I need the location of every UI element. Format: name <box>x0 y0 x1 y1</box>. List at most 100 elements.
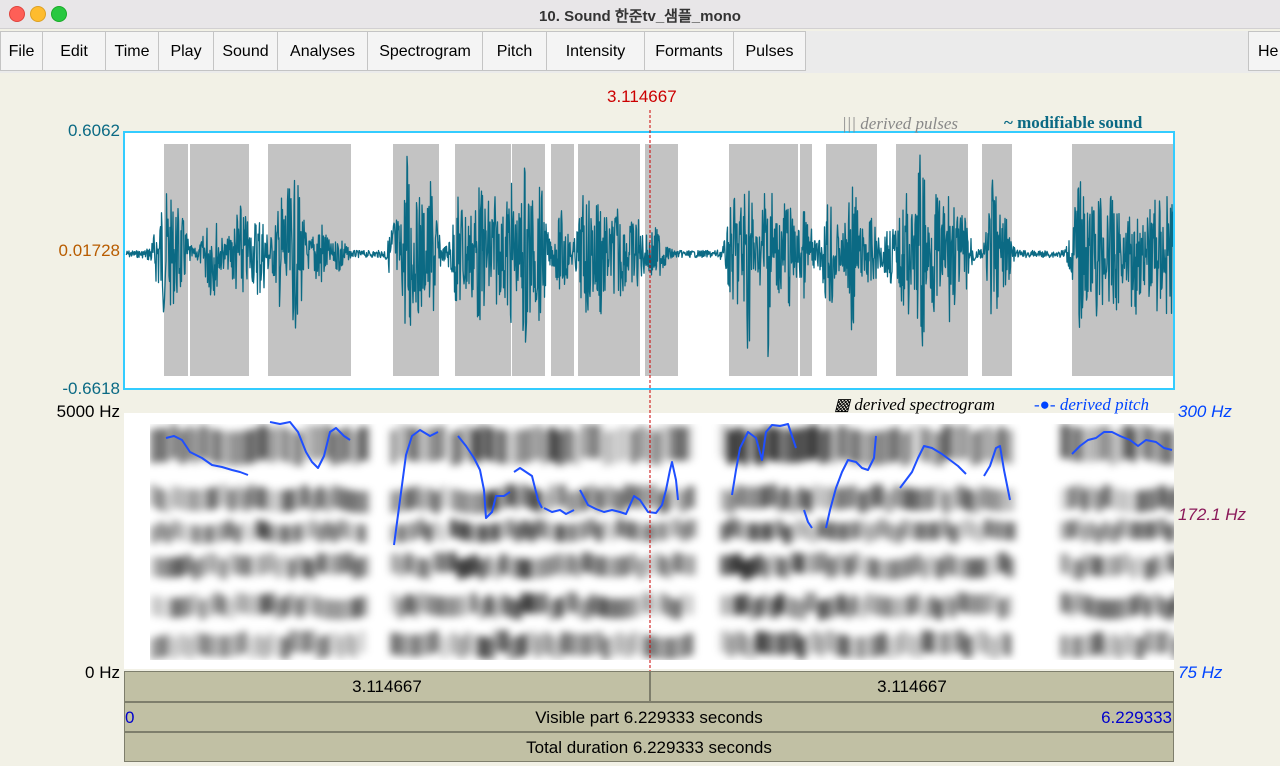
spectrogram-cell <box>150 484 157 507</box>
spectrogram-cell <box>630 429 638 464</box>
spectrogram-cell <box>734 427 745 462</box>
spectrogram-cell <box>432 520 440 539</box>
spectrogram-cell <box>227 634 236 657</box>
spectrogram-cell <box>984 593 993 614</box>
spectrogram-cell <box>769 598 780 619</box>
close-window-button[interactable] <box>9 6 25 22</box>
menu-time[interactable]: Time <box>106 31 159 71</box>
spectrogram-cell <box>818 486 825 509</box>
menu-file[interactable]: File <box>0 31 43 71</box>
spectrogram-cell <box>776 489 787 512</box>
menu-help[interactable]: He <box>1248 31 1280 71</box>
spectrogram-cell <box>1165 599 1174 620</box>
spectrogram-cell <box>727 518 737 537</box>
menu-play[interactable]: Play <box>159 31 214 71</box>
spectrogram-cell <box>432 595 442 616</box>
menu-pulses[interactable]: Pulses <box>734 31 806 71</box>
spectrogram-cell <box>879 487 886 510</box>
spectrogram-cell <box>1067 596 1076 617</box>
spectrogram-cell <box>150 556 161 577</box>
spectrogram-cell <box>555 637 564 660</box>
spectrogram-cell <box>560 595 567 616</box>
spectrogram-cell <box>872 431 881 466</box>
spectrogram-cell <box>450 632 458 655</box>
spectrogram-cell <box>260 424 269 459</box>
menu-edit[interactable]: Edit <box>43 31 106 71</box>
spectrogram-cell <box>178 597 187 618</box>
spectrogram-cell <box>811 553 821 574</box>
spectrogram-cell <box>1060 521 1068 540</box>
zoom-window-button[interactable] <box>51 6 67 22</box>
spectrogram-cell <box>351 430 361 465</box>
spectrogram-cell <box>281 596 289 617</box>
spectrogram-min-freq-label: 0 Hz <box>85 663 120 682</box>
pitch-contour <box>165 421 1173 546</box>
spectrogram-cell <box>541 491 552 514</box>
spectrogram-cell <box>1081 594 1091 615</box>
total-duration-bar[interactable]: Total duration 6.229333 seconds <box>124 732 1174 762</box>
spectrogram-cell <box>1137 592 1146 613</box>
spectrogram-cell <box>588 484 598 507</box>
spectrogram-cell <box>837 594 847 615</box>
visible-part-bar[interactable]: Visible part 6.229333 seconds <box>124 702 1174 732</box>
pitch-segment <box>825 435 877 529</box>
spectrogram-cell <box>991 637 1000 660</box>
spectrogram-cell <box>651 596 658 617</box>
spectrogram-cell <box>886 559 897 580</box>
time-segment-right[interactable]: 3.114667 <box>650 671 1174 702</box>
spectrogram-cell <box>977 557 986 578</box>
spectrogram-cell <box>464 557 472 578</box>
spectrogram-cell <box>234 592 245 613</box>
spectrogram-cell <box>858 598 868 619</box>
spectrogram-cell <box>185 636 196 659</box>
spectrogram-cell <box>818 429 829 464</box>
menu-pitch[interactable]: Pitch <box>483 31 547 71</box>
spectrogram-cell <box>1151 631 1159 654</box>
spectrogram-cell <box>323 490 333 513</box>
spectrogram-cell <box>762 632 773 655</box>
spectrogram-cell <box>797 636 805 659</box>
spectrogram-cell <box>790 522 799 541</box>
spectrogram-cell <box>302 522 311 541</box>
pitch-segment <box>731 423 797 496</box>
menu-formants[interactable]: Formants <box>645 31 734 71</box>
spectrogram-cell <box>984 426 994 461</box>
spectrogram-cell <box>616 427 625 462</box>
spectrogram-cell <box>776 520 784 539</box>
spectrogram-cell <box>411 521 418 540</box>
spectrogram-cell <box>337 429 348 464</box>
spectrogram-cell <box>464 631 471 654</box>
spectrogram-cell <box>397 634 407 657</box>
spectrogram-cell <box>281 427 289 462</box>
sound-visualization[interactable] <box>0 73 1280 766</box>
spectrogram-cell <box>150 595 160 616</box>
spectrogram-cell <box>323 520 333 539</box>
spectrogram-cell <box>1102 521 1109 540</box>
menu-intensity[interactable]: Intensity <box>547 31 645 71</box>
spectrogram-cell <box>574 557 582 578</box>
spectrogram-cell <box>949 488 958 511</box>
spectrogram-cell <box>797 553 804 574</box>
spectrogram-cell <box>1151 428 1160 463</box>
time-segment-left[interactable]: 3.114667 <box>124 671 650 702</box>
menu-analyses[interactable]: Analyses <box>278 31 368 71</box>
spectrogram-cell <box>478 424 485 459</box>
menu-sound[interactable]: Sound <box>214 31 278 71</box>
spectrogram-cell <box>255 594 265 615</box>
spectrogram-cell <box>755 597 764 618</box>
spectrogram-cell <box>425 559 432 580</box>
spectrogram-cell <box>457 521 468 540</box>
minimize-window-button[interactable] <box>30 6 46 22</box>
spectrogram-cell <box>164 525 173 544</box>
spectrogram-cell <box>602 597 609 618</box>
spectrogram-cell <box>534 636 542 659</box>
spectrogram-cell <box>956 557 965 578</box>
spectrogram-cell <box>963 488 974 511</box>
spectrogram-cell <box>637 425 647 460</box>
spectrogram-cell <box>977 429 984 464</box>
spectrogram-cell <box>1165 490 1174 513</box>
menu-spectrogram[interactable]: Spectrogram <box>368 31 483 71</box>
spectrogram-cell <box>548 635 556 658</box>
spectrogram-cell <box>248 556 255 577</box>
spectrogram-cell <box>970 558 978 579</box>
